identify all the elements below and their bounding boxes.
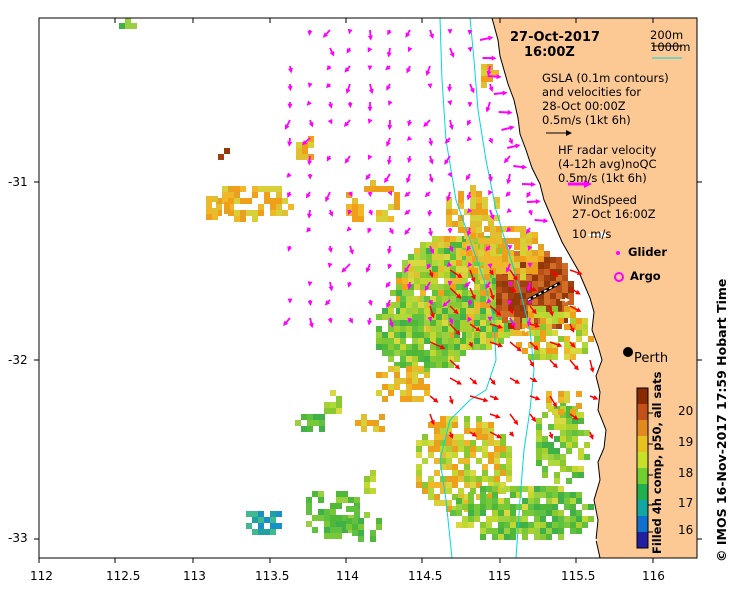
coastline [491,18,607,558]
y-tick-label-2: -33 [8,531,28,545]
credit-text: © IMOS 16-Nov-2017 17:59 Hobart Time [714,278,729,562]
glider-legend: Glider [616,246,667,259]
wind-arrows [520,237,598,543]
colorbar-tick-0: 20 [678,404,694,418]
city-label-perth: Perth [634,351,669,366]
x-tick-label-8: 116 [642,569,665,583]
hf-title-2: (4-12h avg)noQC [558,157,657,171]
x-tick-label-2: 113 [183,569,206,583]
glider-track [527,281,561,302]
contour-200m [469,18,535,558]
x-tick-label-0: 112 [30,569,53,583]
wind-scale-label: 10 m/s [572,227,612,241]
axis-ticks [34,18,702,563]
hf-radar-arrows [283,28,549,329]
x-tick-label-6: 115 [488,569,511,583]
argo-icon [614,271,624,282]
argo-label: Argo [630,269,661,283]
plot-frame [38,17,698,559]
glider-icon [616,250,620,255]
hf-scale-arrow [568,180,592,188]
contour-1000m [439,18,497,558]
gsla-title-1: GSLA (0.1m contours) [542,71,669,85]
gsla-arrows [428,269,599,440]
gsla-title-2: and velocities for [542,85,642,99]
hf-title-1: HF radar velocity [558,143,657,157]
x-tick-label-3: 113.5 [255,569,290,583]
argo-legend: Argo [614,270,661,283]
perth-marker [623,347,633,357]
map-date: 27-Oct-2017 [510,30,601,45]
x-tick-label-1: 112.5 [106,569,141,583]
colorbar-tick-3: 17 [678,496,694,510]
colorbar [636,387,653,549]
colorbar-tick-2: 18 [678,466,694,480]
map-time: 16:00Z [524,45,575,60]
wind-scale-arrow [588,231,608,239]
gsla-title-3: 28-Oct 00:00Z [542,99,626,113]
wind-title-1: WindSpeed [572,193,637,207]
colorbar-tick-1: 19 [678,435,694,449]
x-tick-label-5: 114.5 [408,569,443,583]
legend-1000m-label: 1000m [650,40,691,54]
x-tick-label-4: 114 [336,569,359,583]
wind-title-2: 27-Oct 16:00Z [572,207,656,221]
sst-field [119,18,594,542]
gsla-scale-label: 0.5m/s (1kt 6h) [542,113,631,127]
legend-200m-label: 200m [650,28,684,42]
colorbar-label: Filled 4h comp, p50, all sats [650,371,664,554]
y-tick-label-0: -31 [8,175,28,189]
glider-label: Glider [628,245,668,259]
hf-scale-label: 0.5m/s (1kt 6h) [558,171,647,185]
x-tick-label-7: 115.5 [561,569,596,583]
gsla-scale-arrow [546,130,572,136]
colorbar-tick-4: 16 [678,523,694,537]
y-tick-label-1: -32 [8,353,28,367]
